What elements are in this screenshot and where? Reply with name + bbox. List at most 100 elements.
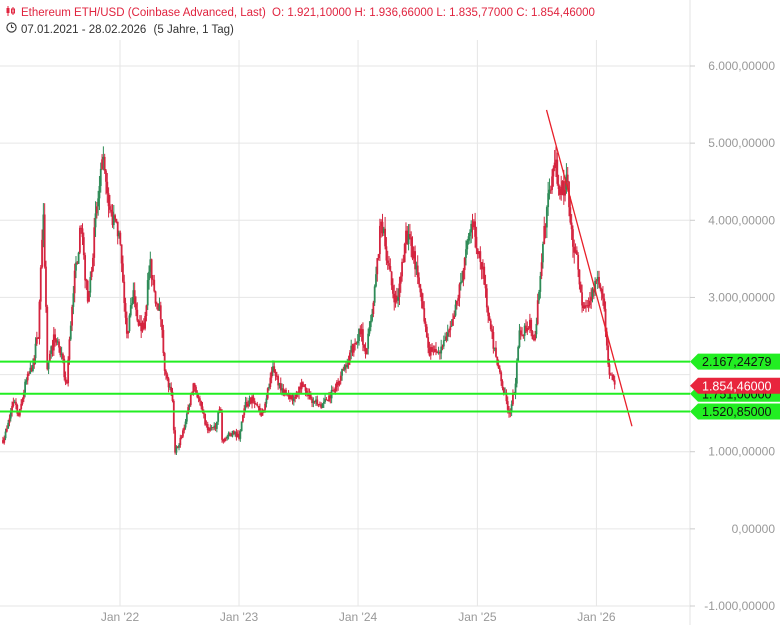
candle-body [247,403,250,407]
candle-body [534,334,537,340]
candle-body [604,308,607,332]
candle-body [329,395,332,399]
candle-body [594,280,597,293]
candle-body [332,389,334,392]
candle-body [602,293,604,299]
candle-body [339,375,342,381]
candle-body [148,271,150,281]
candle-body [416,265,419,278]
candle-body [419,284,422,293]
candle-body [118,232,120,237]
candle-body [551,176,553,190]
candle-body [142,322,145,329]
candle-body [236,433,239,438]
candle-body [436,352,439,353]
candle-body [77,252,80,264]
candle-body [115,218,118,222]
candle-body [22,392,25,399]
candle-body [32,364,34,371]
candle-body [208,430,210,431]
candle-body [38,301,41,339]
candle-body [274,371,277,377]
candle-body [557,183,560,190]
candle-body [362,329,364,345]
candle-body [119,232,122,245]
candle-body [305,390,308,394]
candle-body [422,301,424,309]
candle-body [63,358,66,378]
candle-body [389,266,392,272]
candle-body [498,368,501,373]
candle-body [581,292,583,306]
candle-body [328,395,330,402]
candle-body [2,440,4,443]
candle-body [316,399,319,405]
support-level-tag: 2.167,24279 [690,353,780,370]
candle-body [359,328,362,335]
candle-body [502,388,505,395]
candle-body [69,325,72,340]
candle-body [268,386,270,389]
candle-body [313,400,316,403]
candle-body [30,367,33,371]
candle-body [188,405,191,408]
candle-body [519,330,522,335]
candle-body [67,359,70,384]
candle-body [120,244,123,264]
candle-body [125,317,128,334]
candle-body [501,381,504,389]
candle-body [555,159,557,163]
candle-body [466,240,469,250]
candle-body [238,433,240,439]
candle-body [135,303,137,310]
candle-body [575,250,578,255]
last-price-tag-label: 1.854,46000 [702,379,772,393]
x-tick-label: Jan '22 [101,610,140,624]
candle-body [230,434,233,437]
candle-body [56,341,59,343]
candle-body [351,345,354,353]
y-tick-label: 0,00000 [732,522,776,536]
candle-body [182,430,184,437]
candle-body [346,364,349,368]
candle-body [269,377,272,387]
candle-body [288,395,291,400]
candle-body [287,394,290,396]
candle-body [244,401,247,409]
candle-body [239,431,242,439]
candle-body [39,267,42,302]
chart-title-line: Ethereum ETH/USD (Coinbase Advanced, Las… [5,6,595,19]
candle-body [517,347,520,361]
candle-body [133,290,136,304]
candle-body [337,382,340,386]
candle-body [335,382,338,387]
candle-body [234,432,237,435]
candle-body [45,266,47,307]
candle-body [138,322,141,326]
candle-body [395,295,398,301]
candle-body [449,326,452,331]
candle-body [273,366,276,372]
range-note: (5 Jahre, 1 Tag) [153,24,234,36]
candle-body [291,395,294,402]
candle-body [161,319,163,330]
candle-body [463,257,466,271]
candle-body [457,298,460,301]
candle-body [29,367,32,374]
candle-body [175,446,178,453]
candle-body [371,313,373,321]
candle-body [242,415,244,422]
candle-body [325,398,328,401]
candle-body [345,364,347,368]
candle-body [127,331,130,334]
candle-body [58,341,60,348]
candle-body [423,308,426,322]
candle-body [255,403,257,405]
candle-body [488,316,491,321]
candle-body [365,348,368,355]
candle-body [364,347,367,355]
candle-body [540,262,543,277]
candle-body [410,237,413,246]
